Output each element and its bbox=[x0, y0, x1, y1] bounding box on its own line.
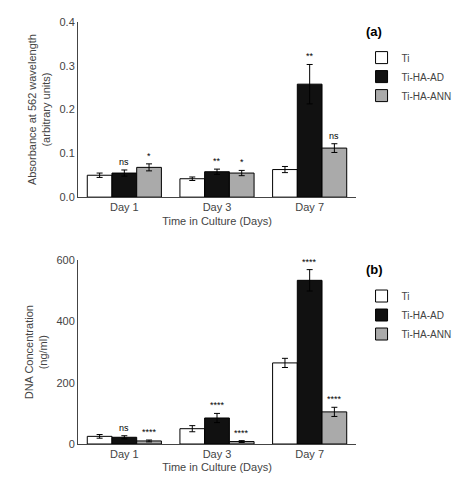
svg-text:Ti: Ti bbox=[402, 291, 410, 302]
svg-text:**: ** bbox=[213, 156, 221, 166]
svg-text:Day 3: Day 3 bbox=[203, 448, 232, 460]
svg-text:(a): (a) bbox=[366, 24, 382, 39]
svg-text:*: * bbox=[147, 151, 151, 161]
svg-text:Day 1: Day 1 bbox=[110, 201, 139, 213]
svg-text:0.2: 0.2 bbox=[60, 103, 75, 115]
svg-text:**: ** bbox=[306, 51, 314, 61]
svg-text:Ti-HA-AD: Ti-HA-AD bbox=[402, 310, 444, 321]
svg-text:Ti: Ti bbox=[402, 53, 410, 64]
svg-text:****: **** bbox=[234, 428, 249, 438]
svg-text:****: **** bbox=[210, 400, 225, 410]
svg-text:Time in Culture (Days): Time in Culture (Days) bbox=[162, 461, 272, 473]
svg-text:200: 200 bbox=[56, 377, 74, 389]
svg-text:DNA Concentration(ng/ml): DNA Concentration(ng/ml) bbox=[23, 305, 49, 399]
svg-text:Ti-HA-AD: Ti-HA-AD bbox=[402, 72, 444, 83]
svg-text:Day 7: Day 7 bbox=[295, 201, 324, 213]
svg-text:0.1: 0.1 bbox=[60, 147, 75, 159]
svg-text:Day 1: Day 1 bbox=[110, 448, 139, 460]
svg-text:ns: ns bbox=[329, 131, 339, 141]
svg-text:Day 3: Day 3 bbox=[203, 201, 232, 213]
svg-text:0: 0 bbox=[69, 438, 75, 450]
svg-text:Ti-HA-ANN: Ti-HA-ANN bbox=[402, 91, 452, 102]
svg-text:Ti-HA-ANN: Ti-HA-ANN bbox=[402, 329, 452, 340]
svg-text:0.0: 0.0 bbox=[60, 191, 75, 203]
svg-text:0.4: 0.4 bbox=[60, 16, 75, 28]
svg-text:****: **** bbox=[302, 257, 317, 267]
svg-text:****: **** bbox=[327, 394, 342, 404]
svg-text:Time in Culture (Days): Time in Culture (Days) bbox=[162, 215, 272, 227]
svg-text:ns: ns bbox=[119, 157, 129, 167]
svg-text:ns: ns bbox=[119, 423, 129, 433]
svg-text:****: **** bbox=[142, 427, 157, 437]
svg-text:Absorbance at 562 wavelength(a: Absorbance at 562 wavelength(arbitrary u… bbox=[26, 34, 52, 185]
svg-text:(b): (b) bbox=[366, 262, 383, 277]
svg-text:400: 400 bbox=[56, 315, 74, 327]
svg-text:600: 600 bbox=[56, 254, 74, 266]
svg-text:0.3: 0.3 bbox=[60, 60, 75, 72]
svg-text:*: * bbox=[240, 157, 244, 167]
svg-text:Day 7: Day 7 bbox=[295, 448, 324, 460]
